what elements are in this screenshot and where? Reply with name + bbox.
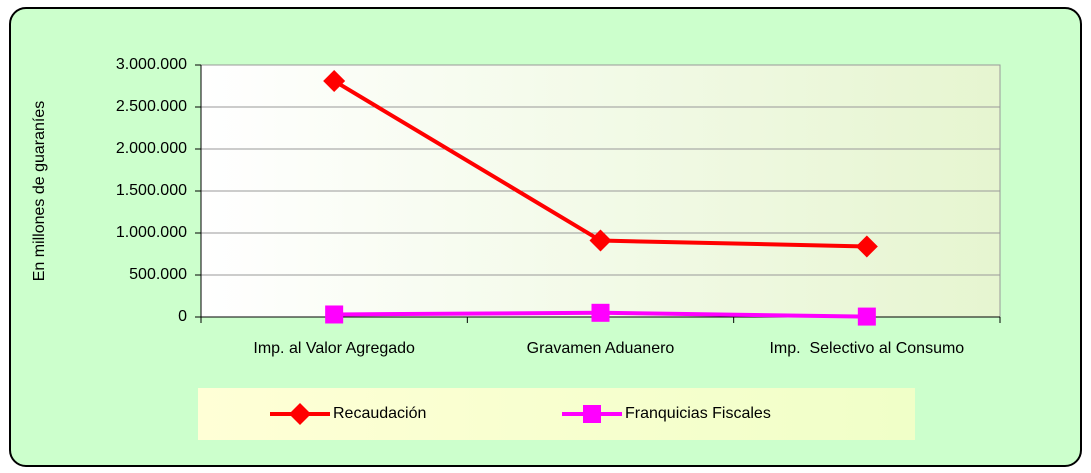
x-tick-label: Gravamen Aduanero [527,340,675,357]
marker [289,403,311,425]
legend-label: Recaudación [333,405,426,422]
marker [855,235,878,258]
y-tick-label: 500.000 [129,266,187,283]
y-tick-label: 2.000.000 [116,140,187,157]
marker [591,303,610,322]
marker [323,69,346,92]
x-tick-label: Imp. al Valor Agregado [253,340,415,357]
x-tick-label: Imp. Selectivo al Consumo [769,340,964,357]
y-tick-label: 2.500.000 [116,98,187,115]
y-axis-label: En millones de guaraníes [31,101,48,282]
y-tick-label: 1.500.000 [116,182,187,199]
marker [589,229,612,252]
marker [857,307,876,326]
legend-label: Franquicias Fiscales [625,405,771,422]
marker [325,305,344,324]
y-tick-label: 1.000.000 [116,224,187,241]
y-tick-label: 0 [178,308,187,325]
marker [583,405,601,423]
y-tick-label: 3.000.000 [116,56,187,73]
